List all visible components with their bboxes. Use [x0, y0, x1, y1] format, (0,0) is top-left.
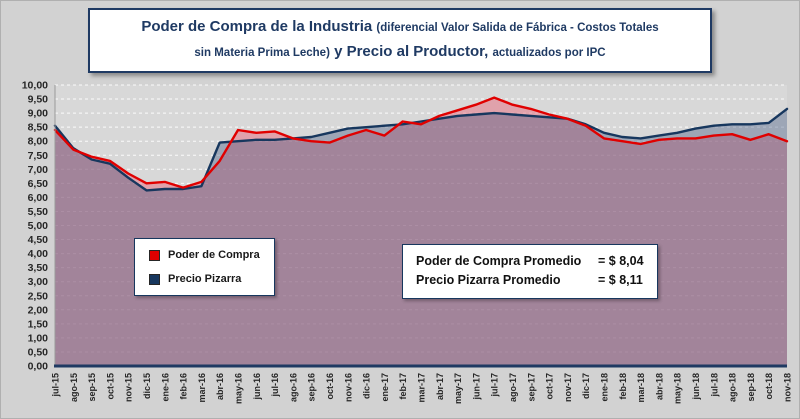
chart-title-line-1: Poder de Compra de la Industria (diferen… [94, 15, 706, 40]
legend-label: Poder de Compra [168, 249, 260, 261]
svg-text:9,50: 9,50 [28, 94, 49, 106]
chart-title: Poder de Compra de la Industria (diferen… [88, 8, 712, 73]
average-label: Precio Pizarra Promedio [416, 273, 561, 288]
legend: Poder de Compra Precio Pizarra [134, 238, 275, 296]
svg-text:2,50: 2,50 [28, 290, 49, 302]
svg-text:ago-16: ago-16 [288, 373, 298, 402]
svg-text:dic-17: dic-17 [581, 373, 591, 399]
svg-text:may-16: may-16 [234, 373, 244, 404]
legend-swatch-navy-icon [149, 273, 160, 285]
svg-text:sep-16: sep-16 [307, 373, 317, 402]
average-row-pizarra: Precio Pizarra Promedio = $ 8,11 [416, 271, 644, 290]
title-segment: sin Materia Prima Leche) [194, 46, 330, 59]
svg-text:jun-17: jun-17 [471, 373, 481, 401]
svg-text:oct-16: oct-16 [325, 373, 335, 400]
svg-text:6,50: 6,50 [28, 178, 49, 190]
title-segment: actualizados por IPC [492, 46, 606, 59]
title-segment: (diferencial Valor Salida de Fábrica - C… [376, 22, 659, 34]
svg-text:nov-16: nov-16 [343, 373, 353, 402]
svg-text:sep-18: sep-18 [746, 373, 756, 402]
average-value: = $ 8,11 [598, 273, 643, 288]
svg-text:1,50: 1,50 [28, 318, 49, 330]
title-segment: Poder de Compra de la Industria [141, 18, 377, 35]
svg-text:dic-15: dic-15 [142, 373, 152, 399]
svg-text:ago-15: ago-15 [69, 373, 79, 402]
svg-text:5,00: 5,00 [28, 220, 49, 232]
svg-text:0,50: 0,50 [28, 346, 49, 358]
svg-text:sep-17: sep-17 [526, 373, 536, 402]
svg-text:feb-16: feb-16 [179, 373, 189, 400]
svg-text:jul-16: jul-16 [270, 373, 280, 398]
svg-text:feb-18: feb-18 [618, 373, 628, 400]
svg-text:nov-18: nov-18 [783, 373, 793, 402]
svg-text:abr-18: abr-18 [654, 373, 664, 400]
svg-text:5,50: 5,50 [28, 206, 49, 218]
svg-text:9,00: 9,00 [28, 108, 49, 120]
svg-text:ene-17: ene-17 [380, 373, 390, 402]
svg-text:7,50: 7,50 [28, 150, 49, 162]
svg-text:1,00: 1,00 [28, 332, 49, 344]
svg-text:6,00: 6,00 [28, 192, 49, 204]
averages-text-box: Poder de Compra Promedio = $ 8,04 Precio… [402, 244, 658, 299]
svg-text:jul-18: jul-18 [709, 373, 719, 398]
svg-text:sep-15: sep-15 [87, 373, 97, 402]
svg-text:nov-17: nov-17 [563, 373, 573, 402]
svg-text:jun-18: jun-18 [691, 373, 701, 401]
svg-text:8,00: 8,00 [28, 136, 49, 148]
svg-text:8,50: 8,50 [28, 122, 49, 134]
svg-text:jun-16: jun-16 [252, 373, 262, 401]
chart-title-line-2: sin Materia Prima Leche) y Precio al Pro… [94, 40, 706, 65]
svg-text:oct-17: oct-17 [545, 373, 555, 400]
svg-text:ago-18: ago-18 [728, 373, 738, 402]
average-value: = $ 8,04 [598, 254, 644, 268]
svg-text:ene-18: ene-18 [600, 373, 610, 402]
svg-text:4,00: 4,00 [28, 248, 49, 260]
svg-text:jul-17: jul-17 [490, 373, 500, 398]
svg-text:dic-16: dic-16 [362, 373, 372, 399]
svg-text:0,00: 0,00 [28, 361, 49, 373]
svg-text:jul-15: jul-15 [51, 373, 61, 398]
svg-text:may-18: may-18 [673, 373, 683, 404]
svg-text:feb-17: feb-17 [398, 373, 408, 400]
svg-text:10,00: 10,00 [22, 80, 48, 92]
svg-text:oct-18: oct-18 [764, 373, 774, 400]
average-row-poder: Poder de Compra Promedio = $ 8,04 [416, 252, 644, 271]
legend-swatch-red-icon [149, 249, 160, 261]
svg-text:may-17: may-17 [453, 373, 463, 404]
svg-text:3,00: 3,00 [28, 276, 49, 288]
svg-text:nov-15: nov-15 [124, 373, 134, 402]
svg-text:2,00: 2,00 [28, 304, 49, 316]
svg-text:oct-15: oct-15 [105, 373, 115, 400]
svg-text:7,00: 7,00 [28, 164, 49, 176]
svg-text:ago-17: ago-17 [508, 373, 518, 402]
svg-text:abr-16: abr-16 [215, 373, 225, 400]
title-segment: y Precio al Productor, [329, 42, 493, 60]
svg-text:3,50: 3,50 [28, 262, 49, 274]
legend-item-precio-pizarra: Precio Pizarra [149, 273, 260, 285]
svg-text:abr-17: abr-17 [435, 373, 445, 400]
svg-text:4,50: 4,50 [28, 234, 49, 246]
svg-text:mar-17: mar-17 [417, 373, 427, 403]
svg-text:mar-16: mar-16 [197, 373, 207, 403]
svg-text:mar-18: mar-18 [636, 373, 646, 403]
svg-text:ene-16: ene-16 [160, 373, 170, 402]
legend-item-poder-de-compra: Poder de Compra [149, 249, 260, 261]
average-label: Poder de Compra Promedio [416, 254, 582, 268]
legend-label: Precio Pizarra [168, 273, 242, 285]
